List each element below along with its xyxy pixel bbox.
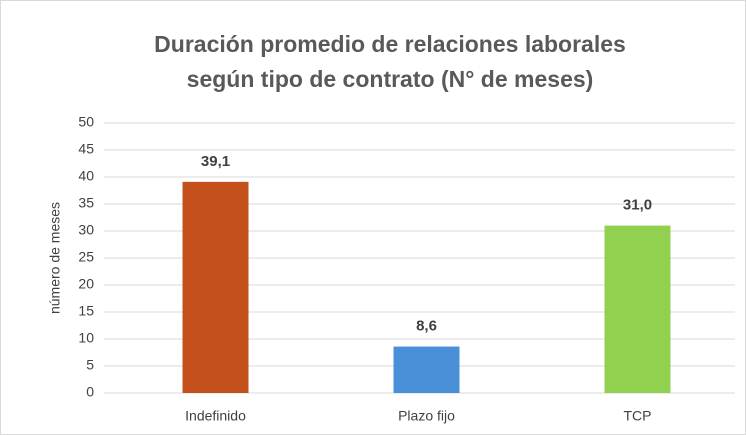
y-tick-label: 20 — [78, 276, 94, 292]
bar — [182, 181, 249, 393]
chart-title: según tipo de contrato (N° de meses) — [187, 66, 594, 92]
bar — [604, 225, 671, 393]
y-tick-label: 30 — [78, 222, 94, 238]
bar — [393, 346, 460, 393]
y-tick-label: 45 — [78, 141, 94, 157]
y-tick-label: 0 — [86, 384, 94, 400]
x-tick-label: Indefinido — [185, 408, 246, 424]
value-label: 8,6 — [416, 318, 437, 335]
x-tick-label: TCP — [624, 408, 652, 424]
y-tick-label: 15 — [78, 303, 94, 319]
x-tick-label: Plazo fijo — [398, 408, 455, 424]
y-tick-label: 25 — [78, 249, 94, 265]
y-tick-label: 5 — [86, 357, 94, 373]
y-axis-label: número de meses — [47, 202, 63, 314]
y-tick-label: 10 — [78, 330, 94, 346]
chart-title: Duración promedio de relaciones laborale… — [154, 31, 626, 57]
value-label: 39,1 — [201, 153, 230, 170]
y-tick-label: 50 — [78, 114, 94, 130]
y-tick-label: 35 — [78, 195, 94, 211]
value-label: 31,0 — [623, 197, 652, 214]
y-tick-label: 40 — [78, 168, 94, 184]
